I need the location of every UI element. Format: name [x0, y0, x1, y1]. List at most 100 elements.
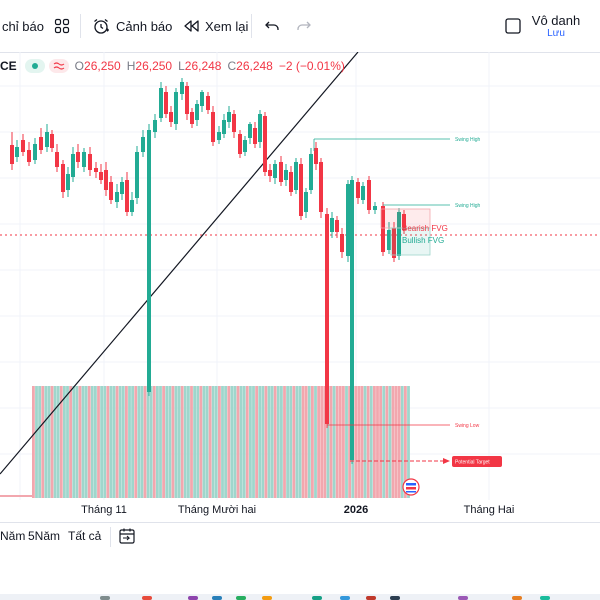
time-label-nov: Tháng 11 [81, 504, 127, 516]
taskbar-app-icon[interactable] [142, 596, 152, 600]
volume-profile-bar [264, 386, 268, 498]
candle-body [164, 92, 168, 114]
candle-body [253, 128, 257, 144]
volume-profile-bar [121, 386, 125, 498]
save-layout-button[interactable]: Vô danh Lưu [532, 0, 580, 52]
candle-body [232, 114, 236, 132]
open-key: O [74, 59, 85, 73]
checkbox-icon [505, 18, 521, 34]
taskbar-app-icon[interactable] [262, 596, 272, 600]
tradingview-badge-icon[interactable] [402, 478, 420, 496]
volume-profile-bar [267, 386, 271, 498]
volume-profile-bar [214, 386, 218, 498]
candle-body [195, 104, 199, 120]
volume-profile-bar [221, 386, 224, 498]
symbol-name[interactable]: CE [0, 59, 17, 73]
candle-body [21, 140, 25, 152]
volume-profile-bar [94, 386, 97, 498]
volume-profile-bar [335, 386, 339, 498]
volume-profile-bar [125, 386, 128, 498]
candle-body [66, 174, 70, 190]
taskbar-app-icon[interactable] [366, 596, 376, 600]
volume-profile-bar [149, 386, 153, 498]
volume-profile-bar [146, 386, 150, 498]
taskbar-app-icon[interactable] [100, 596, 110, 600]
candle-body [27, 150, 31, 162]
redo-button[interactable] [296, 0, 312, 52]
candle-body [33, 144, 37, 160]
candle-body [45, 132, 49, 147]
undo-button[interactable] [264, 0, 280, 52]
volume-profile-bar [190, 386, 193, 498]
taskbar-app-icon[interactable] [458, 596, 468, 600]
taskbar-app-icon[interactable] [340, 596, 350, 600]
candle-body [109, 182, 113, 200]
candle-body [222, 120, 226, 134]
volume-profile-bar [249, 386, 252, 498]
volume-profile-bar [134, 386, 138, 498]
bearish-fvg-label: Bearish FVG [402, 224, 448, 233]
taskbar-app-icon[interactable] [512, 596, 522, 600]
taskbar-app-icon[interactable] [236, 596, 246, 600]
replay-button[interactable]: Xem lại [183, 0, 248, 52]
range-5y-button[interactable]: 5Năm [28, 529, 61, 543]
volume-profile-bar [187, 386, 190, 498]
save-label: Lưu [547, 28, 565, 39]
candle-body [61, 164, 65, 192]
volume-profile-bar [329, 386, 333, 498]
volume-profile-bar [376, 386, 379, 498]
bullish-fvg-zone [390, 227, 431, 256]
candle-body [125, 180, 129, 212]
volume-profile-bar [304, 386, 308, 498]
volume-profile-bar [205, 386, 209, 498]
volume-profile-bar [373, 386, 376, 498]
taskbar-app-icon[interactable] [312, 596, 322, 600]
volume-profile-bar [227, 386, 231, 498]
range-1y-button[interactable]: Năm [0, 529, 26, 543]
candle-body [319, 162, 323, 212]
candle-body [238, 134, 242, 154]
candle-body [104, 170, 108, 190]
volume-profile-bar [115, 386, 119, 498]
candle-body [15, 147, 19, 157]
candle-body [200, 92, 204, 106]
alert-button[interactable]: Cảnh báo [92, 0, 172, 52]
volume-profile-bar [50, 386, 54, 498]
volume-profile-bar [53, 386, 57, 498]
candle-body [115, 192, 119, 202]
taskbar-app-icon[interactable] [188, 596, 198, 600]
volume-profile-bar [162, 386, 165, 498]
time-axis[interactable]: Tháng 11 Tháng Mười hai 2026 Tháng Hai [0, 500, 600, 522]
close-key: C [227, 59, 237, 73]
price-chart[interactable]: Swing High Swing High Bearish FVG Bullis… [0, 52, 600, 500]
volume-profile-bar [404, 386, 407, 498]
candle-body [169, 112, 173, 122]
volume-profile-bar [218, 386, 221, 498]
layouts-button[interactable] [54, 0, 70, 52]
workspace-checkbox[interactable] [505, 0, 521, 52]
volume-profile-bar [143, 386, 147, 498]
volume-profile-bar [35, 386, 38, 498]
potential-target-arrow [443, 458, 450, 464]
candle-body [206, 96, 210, 110]
open-value: 26,250 [84, 59, 121, 73]
taskbar-app-icon[interactable] [540, 596, 550, 600]
data-wave-icon [48, 59, 69, 73]
volume-profile-bar [245, 386, 249, 498]
volume-profile-bar [202, 386, 206, 498]
range-all-button[interactable]: Tất cả [68, 529, 102, 543]
taskbar-app-icon[interactable] [390, 596, 400, 600]
candle-body [50, 134, 54, 148]
indicators-button[interactable]: chỉ báo [2, 0, 44, 52]
potential-target-badge [452, 456, 502, 467]
indicators-label: chỉ báo [2, 18, 44, 34]
taskbar-app-icon[interactable] [212, 596, 222, 600]
volume-profile-bar [345, 386, 348, 498]
volume-profile-bar [366, 386, 370, 498]
calendar-range-icon[interactable] [118, 527, 136, 545]
candle-body [120, 182, 124, 194]
toolbar-divider [251, 14, 252, 38]
volume-profile [32, 386, 410, 498]
trend-line[interactable] [0, 52, 359, 475]
volume-profile-bar [156, 386, 159, 498]
